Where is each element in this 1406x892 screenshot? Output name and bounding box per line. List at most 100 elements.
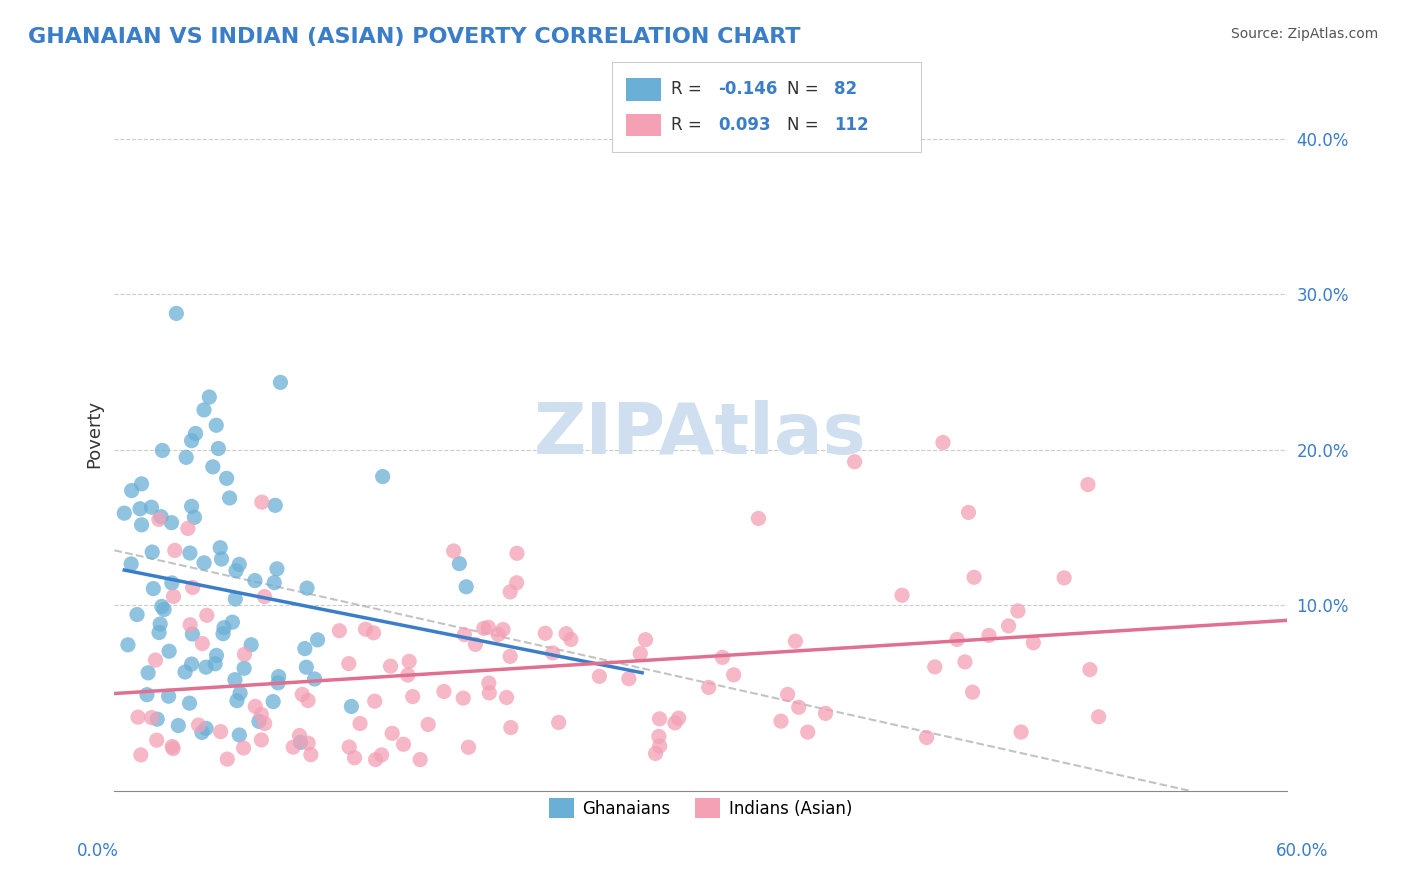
Point xyxy=(295,660,318,674)
Point xyxy=(560,632,582,647)
Point xyxy=(212,621,235,635)
Point xyxy=(226,693,249,707)
Point xyxy=(240,638,263,652)
Point xyxy=(1053,571,1076,585)
Point xyxy=(499,721,522,735)
Point xyxy=(648,730,671,744)
Point xyxy=(205,418,228,433)
Point xyxy=(191,637,214,651)
Point xyxy=(962,685,984,699)
Point xyxy=(814,706,837,721)
Text: ZIPAtlas: ZIPAtlas xyxy=(534,400,868,468)
Point xyxy=(1078,663,1101,677)
Point xyxy=(145,653,167,667)
Point xyxy=(136,665,159,680)
Point xyxy=(212,626,235,640)
Point xyxy=(179,546,201,560)
Point xyxy=(145,733,167,747)
Point xyxy=(506,546,529,560)
Point xyxy=(209,541,232,555)
Point xyxy=(217,752,239,766)
Text: 0.093: 0.093 xyxy=(718,116,770,134)
Point xyxy=(174,665,197,679)
Point xyxy=(349,716,371,731)
Point xyxy=(796,725,818,739)
Text: 0.0%: 0.0% xyxy=(77,842,120,860)
Point xyxy=(464,637,486,651)
Text: R =: R = xyxy=(671,116,707,134)
Point xyxy=(180,500,202,514)
Point xyxy=(588,669,610,683)
Point xyxy=(262,695,284,709)
Point xyxy=(957,505,980,519)
Point xyxy=(250,495,273,509)
Point xyxy=(211,552,233,566)
Point xyxy=(163,543,186,558)
Y-axis label: Poverty: Poverty xyxy=(86,400,103,468)
Point xyxy=(195,660,218,674)
Point xyxy=(299,747,322,762)
Point xyxy=(364,694,387,708)
Point xyxy=(136,688,159,702)
Point xyxy=(180,657,202,671)
Point xyxy=(433,684,456,698)
Point xyxy=(228,558,250,572)
Point xyxy=(457,740,479,755)
Point xyxy=(381,726,404,740)
Point xyxy=(337,739,360,754)
Point xyxy=(997,619,1019,633)
Point xyxy=(297,736,319,750)
Point xyxy=(418,717,440,731)
Point xyxy=(204,657,226,671)
Point xyxy=(141,545,163,559)
Point xyxy=(150,509,173,524)
Point xyxy=(409,753,432,767)
Point xyxy=(162,590,184,604)
Point xyxy=(149,617,172,632)
Point xyxy=(1010,725,1032,739)
Point xyxy=(131,476,153,491)
Point xyxy=(648,739,671,753)
Point xyxy=(963,570,986,584)
Point xyxy=(117,638,139,652)
Point xyxy=(228,728,250,742)
Point xyxy=(198,390,221,404)
Point xyxy=(250,733,273,747)
Point xyxy=(915,731,938,745)
Point xyxy=(478,686,501,700)
Point xyxy=(354,622,377,636)
Point xyxy=(157,690,180,704)
Point xyxy=(294,641,316,656)
Point xyxy=(932,435,955,450)
Point xyxy=(253,590,276,604)
Point xyxy=(195,608,218,623)
Point xyxy=(304,672,326,686)
Point xyxy=(290,735,312,749)
Point xyxy=(283,740,305,755)
Point xyxy=(209,724,232,739)
Point xyxy=(177,521,200,535)
Point xyxy=(769,714,792,728)
Point xyxy=(370,747,392,762)
Text: 60.0%: 60.0% xyxy=(1277,842,1329,860)
Point xyxy=(371,469,394,483)
Point xyxy=(245,699,267,714)
Point xyxy=(165,306,187,320)
Point xyxy=(224,591,246,606)
Point xyxy=(891,588,914,602)
Point xyxy=(664,715,686,730)
Point xyxy=(221,615,243,629)
Point xyxy=(266,562,288,576)
Point xyxy=(225,564,247,578)
Point xyxy=(785,634,807,648)
Point xyxy=(628,647,651,661)
Point xyxy=(380,659,402,673)
Point xyxy=(495,690,517,705)
Point xyxy=(112,506,135,520)
Point xyxy=(184,426,207,441)
Point xyxy=(472,621,495,635)
Point xyxy=(153,602,176,616)
Point xyxy=(443,544,465,558)
Point xyxy=(456,580,478,594)
Point xyxy=(337,657,360,671)
